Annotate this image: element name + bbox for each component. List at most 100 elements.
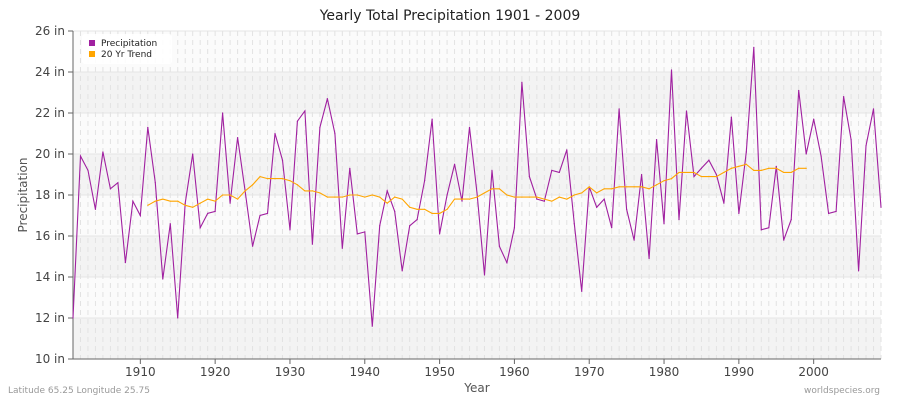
x-tick-label: 1940 bbox=[350, 365, 381, 379]
trend-point bbox=[633, 186, 635, 188]
trend-point bbox=[536, 196, 538, 198]
precipitation-point bbox=[835, 210, 837, 212]
precipitation-point bbox=[648, 257, 650, 260]
legend-swatch bbox=[89, 40, 95, 46]
precipitation-point bbox=[401, 270, 403, 272]
precipitation-point bbox=[386, 190, 388, 192]
precipitation-point bbox=[678, 219, 680, 221]
precipitation-point bbox=[222, 112, 224, 114]
precipitation-point bbox=[394, 210, 396, 212]
trend-point bbox=[700, 175, 703, 178]
precipitation-point bbox=[513, 227, 516, 229]
trend-point bbox=[663, 180, 665, 182]
trend-point bbox=[229, 194, 231, 196]
trend-point bbox=[693, 171, 695, 174]
precipitation-point bbox=[124, 262, 126, 264]
precipitation-point bbox=[551, 169, 553, 171]
precipitation-point bbox=[753, 46, 755, 49]
y-tick-label: 12 in bbox=[35, 311, 65, 325]
trend-point bbox=[311, 190, 314, 192]
trend-point bbox=[558, 196, 560, 198]
trend-point bbox=[154, 200, 156, 202]
y-tick-label: 26 in bbox=[35, 24, 65, 38]
precipitation-point bbox=[424, 180, 426, 182]
x-tick-label: 2000 bbox=[798, 365, 829, 379]
y-tick-label: 16 in bbox=[35, 229, 65, 243]
precipitation-point bbox=[670, 69, 673, 71]
trend-point bbox=[648, 188, 650, 190]
trend-point bbox=[259, 175, 261, 178]
trend-point bbox=[364, 196, 366, 198]
trend-point bbox=[588, 186, 590, 188]
precipitation-point bbox=[700, 167, 703, 169]
trend-point bbox=[341, 196, 343, 198]
trend-point bbox=[745, 163, 747, 165]
location-label: Latitude 65.25 Longitude 25.75 bbox=[8, 386, 150, 396]
trend-point bbox=[738, 165, 740, 167]
trend-point bbox=[476, 196, 478, 198]
x-tick-label: 1910 bbox=[125, 365, 156, 379]
precipitation-point bbox=[371, 325, 373, 327]
precipitation-point bbox=[154, 182, 156, 184]
precipitation-point bbox=[543, 200, 545, 202]
trend-point bbox=[783, 171, 785, 174]
trend-point bbox=[626, 186, 628, 188]
precipitation-point bbox=[453, 163, 456, 165]
precipitation-point bbox=[476, 192, 478, 194]
precipitation-point bbox=[162, 278, 164, 280]
precipitation-point bbox=[139, 214, 141, 217]
trend-point bbox=[199, 202, 201, 204]
precipitation-point bbox=[865, 145, 867, 147]
trend-point bbox=[401, 198, 403, 200]
precipitation-point bbox=[169, 223, 171, 225]
y-tick-label: 20 in bbox=[35, 147, 65, 161]
precipitation-point bbox=[498, 245, 501, 247]
precipitation-point bbox=[177, 317, 179, 319]
precipitation-point bbox=[566, 149, 568, 151]
precipitation-point bbox=[633, 239, 635, 241]
precipitation-point bbox=[760, 229, 762, 231]
trend-point bbox=[506, 194, 508, 196]
trend-point bbox=[438, 212, 441, 215]
precipitation-point bbox=[775, 165, 777, 167]
precipitation-point bbox=[573, 223, 575, 225]
trend-point bbox=[566, 198, 568, 200]
trend-point bbox=[274, 178, 276, 180]
trend-point bbox=[453, 198, 456, 200]
x-tick-label: 1990 bbox=[724, 365, 755, 379]
trend-point bbox=[708, 175, 710, 178]
trend-point bbox=[394, 196, 396, 198]
trend-point bbox=[416, 208, 418, 210]
trend-point bbox=[723, 171, 725, 174]
trend-point bbox=[356, 194, 358, 196]
trend-point bbox=[431, 212, 433, 215]
trend-point bbox=[655, 184, 658, 186]
trend-point bbox=[498, 188, 501, 190]
precipitation-point bbox=[341, 247, 343, 249]
precipitation-point bbox=[72, 317, 74, 319]
precipitation-point bbox=[857, 270, 860, 272]
y-tick-label: 18 in bbox=[35, 188, 65, 202]
y-axis-label: Precipitation bbox=[16, 157, 30, 232]
precipitation-point bbox=[461, 200, 463, 202]
trend-point bbox=[169, 200, 171, 202]
trend-point bbox=[760, 169, 762, 171]
precipitation-point bbox=[581, 290, 583, 292]
precipitation-point bbox=[147, 126, 149, 128]
precipitation-point bbox=[768, 227, 770, 229]
trend-point bbox=[334, 196, 336, 198]
precipitation-point bbox=[521, 81, 523, 83]
precipitation-point bbox=[289, 229, 291, 231]
legend-label: 20 Yr Trend bbox=[101, 50, 152, 60]
source-label: worldspecies.org bbox=[803, 386, 880, 396]
trend-point bbox=[289, 180, 291, 182]
precipitation-point bbox=[304, 110, 306, 112]
precipitation-point bbox=[491, 169, 493, 171]
trend-point bbox=[192, 206, 194, 208]
precipitation-point bbox=[558, 171, 560, 174]
y-tick-label: 14 in bbox=[35, 270, 65, 284]
precipitation-point bbox=[850, 139, 852, 141]
trend-point bbox=[528, 196, 530, 198]
trend-point bbox=[798, 167, 800, 169]
